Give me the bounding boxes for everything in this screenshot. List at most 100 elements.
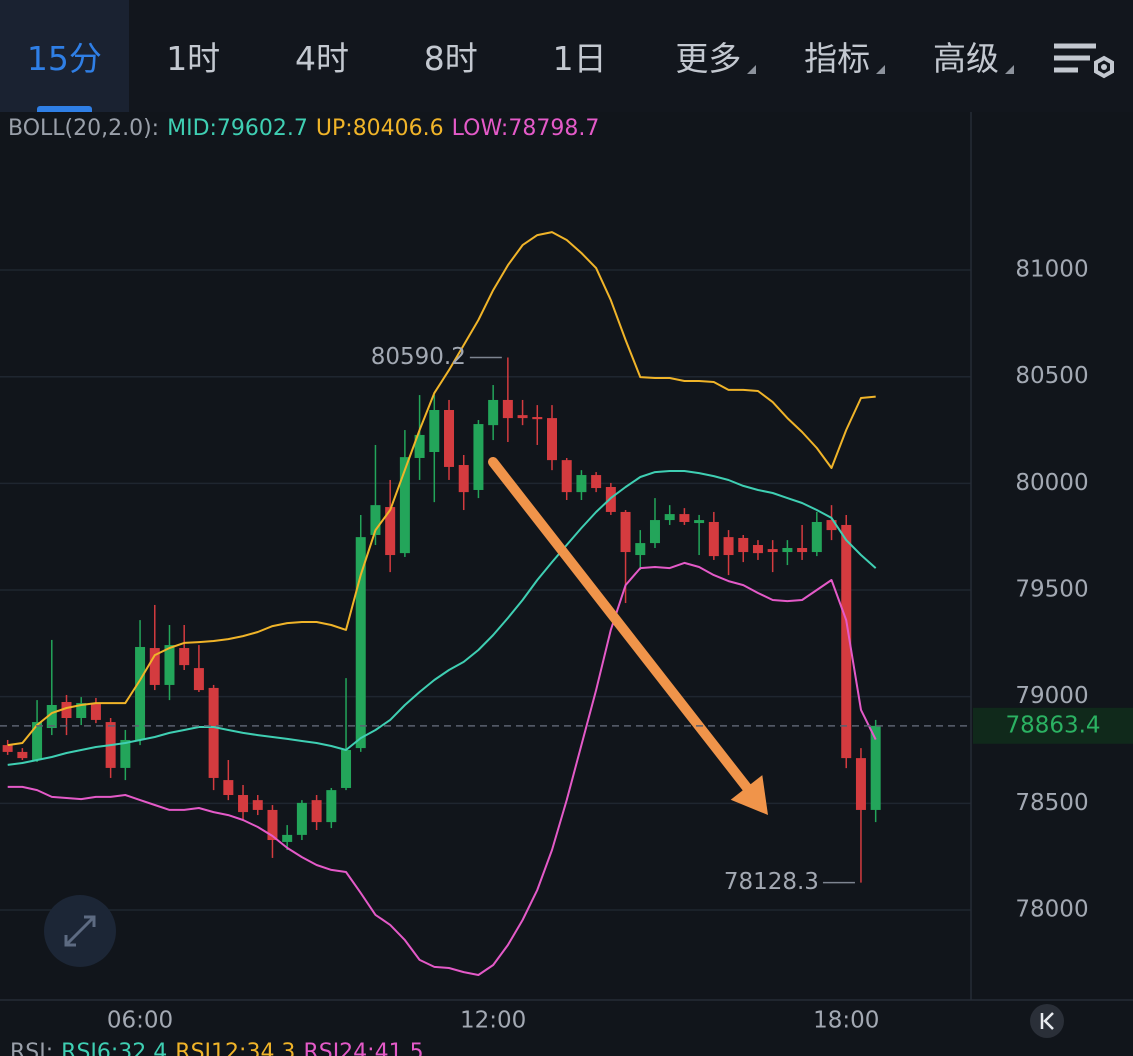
tab[interactable]: 1时 — [129, 0, 258, 112]
candle-body — [32, 722, 43, 761]
x-tick-label: 06:00 — [107, 1008, 173, 1034]
candle-body — [355, 537, 366, 749]
candle-body — [61, 702, 72, 719]
candle-body — [429, 409, 440, 453]
settings-nut — [1094, 55, 1115, 79]
rsi-entry: RSI24:41.5 — [303, 1040, 424, 1056]
candle-body — [811, 521, 822, 553]
candle-body — [135, 646, 146, 740]
indicator-label: BOLL(20,2.0): — [8, 116, 160, 141]
reset-button[interactable] — [1030, 1004, 1064, 1038]
candle-body — [458, 465, 469, 493]
axis-layer: 78000 78500 79000 79500 80000 80500 81000 06:00… — [0, 257, 1133, 1034]
candle-body — [664, 514, 675, 521]
candle-body — [723, 537, 734, 556]
rsi-entry: RSI12:34.3 — [175, 1040, 296, 1056]
tab[interactable]: 指标 — [773, 0, 902, 112]
candle-body — [517, 415, 528, 419]
y-tick-label: 80500 — [1015, 363, 1088, 389]
last-price-label: 78863.4 — [1005, 712, 1100, 738]
tab-label: 1日 — [552, 39, 607, 78]
candle-body — [694, 520, 705, 524]
arrow-shaft — [488, 457, 753, 794]
reset-icon — [1040, 1012, 1054, 1030]
last-price-box — [973, 707, 1133, 744]
candle-body — [561, 460, 572, 493]
band-line — [7, 231, 876, 747]
button-bg — [1030, 1004, 1064, 1038]
candle-body — [76, 703, 87, 719]
candle-body — [870, 725, 881, 810]
tab[interactable]: 15分 — [0, 0, 129, 112]
candle-body — [752, 545, 763, 554]
candle-body — [841, 524, 852, 759]
candle-body — [532, 417, 543, 420]
candle-body — [326, 790, 337, 823]
tab-label: 4时 — [294, 39, 349, 78]
extreme-label: 78128.3 — [724, 869, 819, 895]
plot-layer — [2, 231, 881, 976]
candle-body — [385, 507, 396, 556]
candle-body — [635, 543, 646, 556]
arrow-head — [730, 775, 768, 815]
candle-body — [238, 795, 249, 813]
candle-body — [826, 520, 837, 531]
tab-label: 指标 — [804, 32, 886, 80]
x-tick-label: 18:00 — [813, 1008, 879, 1034]
candle-body — [282, 834, 293, 842]
tab[interactable]: 高级 — [902, 0, 1031, 112]
tab[interactable]: 4时 — [258, 0, 387, 112]
candle-body — [502, 399, 513, 419]
y-tick-label: 78000 — [1015, 896, 1088, 922]
grid-layer — [0, 269, 971, 911]
legend-entry: MID:79602.7 — [167, 116, 308, 141]
candle-body — [90, 703, 101, 720]
settings-lines — [1054, 43, 1097, 73]
timeframe-tabs: 15分 1时 4时 8时 1日 更多 指标 高级 — [0, 0, 1133, 112]
candle-body — [311, 800, 322, 823]
y-tick-label: 79500 — [1015, 577, 1088, 603]
candle-body — [149, 648, 160, 685]
candle-body — [120, 739, 131, 768]
candle-body — [179, 648, 190, 666]
settings-button[interactable] — [1030, 0, 1130, 112]
candle-body — [708, 521, 719, 557]
tab[interactable]: 更多 — [644, 0, 773, 112]
settings-dot — [1101, 64, 1108, 70]
candle-body — [208, 687, 219, 778]
tab[interactable]: 1日 — [515, 0, 644, 112]
candle-body — [296, 802, 307, 835]
candle-body — [46, 704, 57, 729]
candle-body — [444, 409, 455, 467]
band-line — [7, 561, 877, 976]
candle-body — [679, 514, 690, 522]
candle-body — [782, 548, 793, 553]
tab-label: 8时 — [423, 39, 478, 78]
candle-body — [473, 424, 484, 490]
y-tick-label: 78500 — [1015, 790, 1088, 816]
candle-body — [341, 750, 352, 788]
trend-arrow — [488, 457, 768, 815]
candle-body — [164, 645, 175, 685]
tab[interactable]: 8时 — [386, 0, 515, 112]
legend-entry: LOW:78798.7 — [451, 116, 600, 141]
y-tick-label: 79000 — [1015, 683, 1088, 709]
band-line — [7, 470, 877, 766]
candle-body — [576, 475, 587, 493]
candle-body — [223, 780, 234, 796]
tab-label: 更多 — [675, 32, 757, 80]
candle-body — [2, 745, 13, 752]
tab-label: 1时 — [166, 39, 221, 78]
tab-label: 15分 — [26, 39, 102, 78]
candle-body — [267, 809, 278, 841]
extreme-label: 80590.2 — [371, 344, 466, 370]
rsi-label: RSI: — [10, 1040, 54, 1056]
candle-body — [399, 457, 410, 554]
indicator-legend: BOLL(20,2.0): MID:79602.7 UP:80406.6 LOW:78… — [8, 116, 607, 141]
candle-body — [767, 549, 778, 553]
expand-button[interactable] — [44, 895, 116, 967]
legend-entry: UP:80406.6 — [315, 116, 444, 141]
candle-body — [546, 418, 557, 461]
candle-body — [855, 758, 866, 810]
